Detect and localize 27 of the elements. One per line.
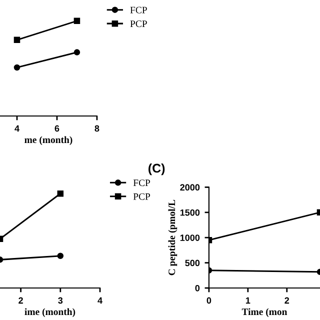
- x-tick-label: 1: [246, 297, 250, 304]
- y-axis-title: C peptide (pmol/L: [168, 200, 178, 276]
- legend-label: PCP: [130, 20, 147, 28]
- x-tick-label: 4: [98, 297, 102, 304]
- x-tick-label: 6: [54, 125, 60, 132]
- point: [74, 18, 80, 24]
- legend-label: PCP: [133, 193, 150, 200]
- x-axis-title: Time (mon: [242, 308, 288, 318]
- y-tick-label: 0: [195, 284, 200, 292]
- x-tick-label: 8: [94, 125, 100, 132]
- y-tick-label: 1500: [180, 209, 200, 216]
- point: [14, 64, 20, 71]
- x-tick-label: 2: [18, 297, 23, 304]
- x-tick-label: 0: [206, 297, 212, 304]
- x-axis-title: ime (month): [24, 308, 76, 318]
- x-tick-label: 3: [58, 297, 63, 304]
- legend-label: FCP: [133, 180, 150, 186]
- point: [14, 36, 20, 44]
- y-tick-label: 500: [185, 260, 200, 266]
- x-axis-title: me (month): [24, 136, 72, 146]
- legend-label: FCP: [130, 6, 147, 14]
- chart-title: (C): [148, 163, 165, 176]
- y-tick-label: 2000: [180, 184, 200, 191]
- x-tick-label: 4: [14, 125, 20, 132]
- y-tick-label: 1000: [180, 234, 200, 241]
- point: [74, 49, 80, 56]
- x-tick-label: 2: [284, 297, 290, 304]
